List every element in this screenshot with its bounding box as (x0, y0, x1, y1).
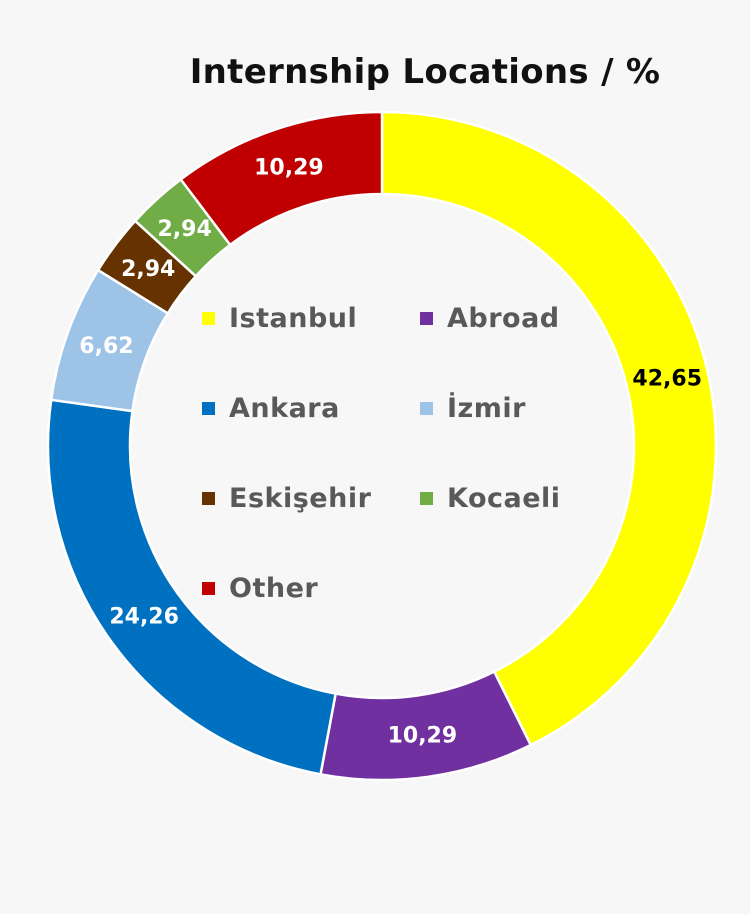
legend-label: Other (229, 572, 319, 604)
legend-label: İzmir (447, 392, 526, 424)
legend-swatch (202, 311, 215, 325)
slice-other (179, 110, 384, 247)
data-label-izmir: 6,62 (79, 334, 133, 359)
legend-label: Abroad (447, 302, 560, 334)
chart-title: Internship Locations / % (189, 52, 661, 92)
legend-swatch (420, 401, 433, 415)
data-label-kocaeli: 2,94 (158, 217, 212, 242)
legend-item-eskisehir: Eskişehir (202, 480, 420, 516)
legend-item-other: Other (202, 570, 420, 606)
legend-label: Eskişehir (229, 482, 372, 514)
data-label-eskisehir: 2,94 (121, 257, 175, 282)
legend: Istanbul Abroad Ankara İzmir Eskişehir Kocael… (202, 300, 622, 606)
legend-item-izmir: İzmir (420, 390, 620, 426)
legend-label: Istanbul (229, 302, 358, 334)
legend-label: Kocaeli (447, 482, 561, 514)
legend-label: Ankara (229, 392, 340, 424)
legend-swatch (420, 491, 433, 505)
slice-istanbul (380, 110, 718, 747)
legend-item-kocaeli: Kocaeli (420, 480, 620, 516)
legend-item-ankara: Ankara (202, 390, 420, 426)
legend-item-istanbul: Istanbul (202, 300, 420, 336)
legend-swatch (202, 401, 215, 415)
legend-swatch (202, 491, 215, 505)
data-label-ankara: 24,26 (109, 605, 179, 630)
legend-swatch (420, 311, 433, 325)
data-label-abroad: 10,29 (388, 724, 458, 749)
data-label-istanbul: 42,65 (632, 366, 702, 391)
legend-swatch (202, 581, 215, 595)
legend-item-abroad: Abroad (420, 300, 620, 336)
data-label-other: 10,29 (254, 156, 324, 181)
